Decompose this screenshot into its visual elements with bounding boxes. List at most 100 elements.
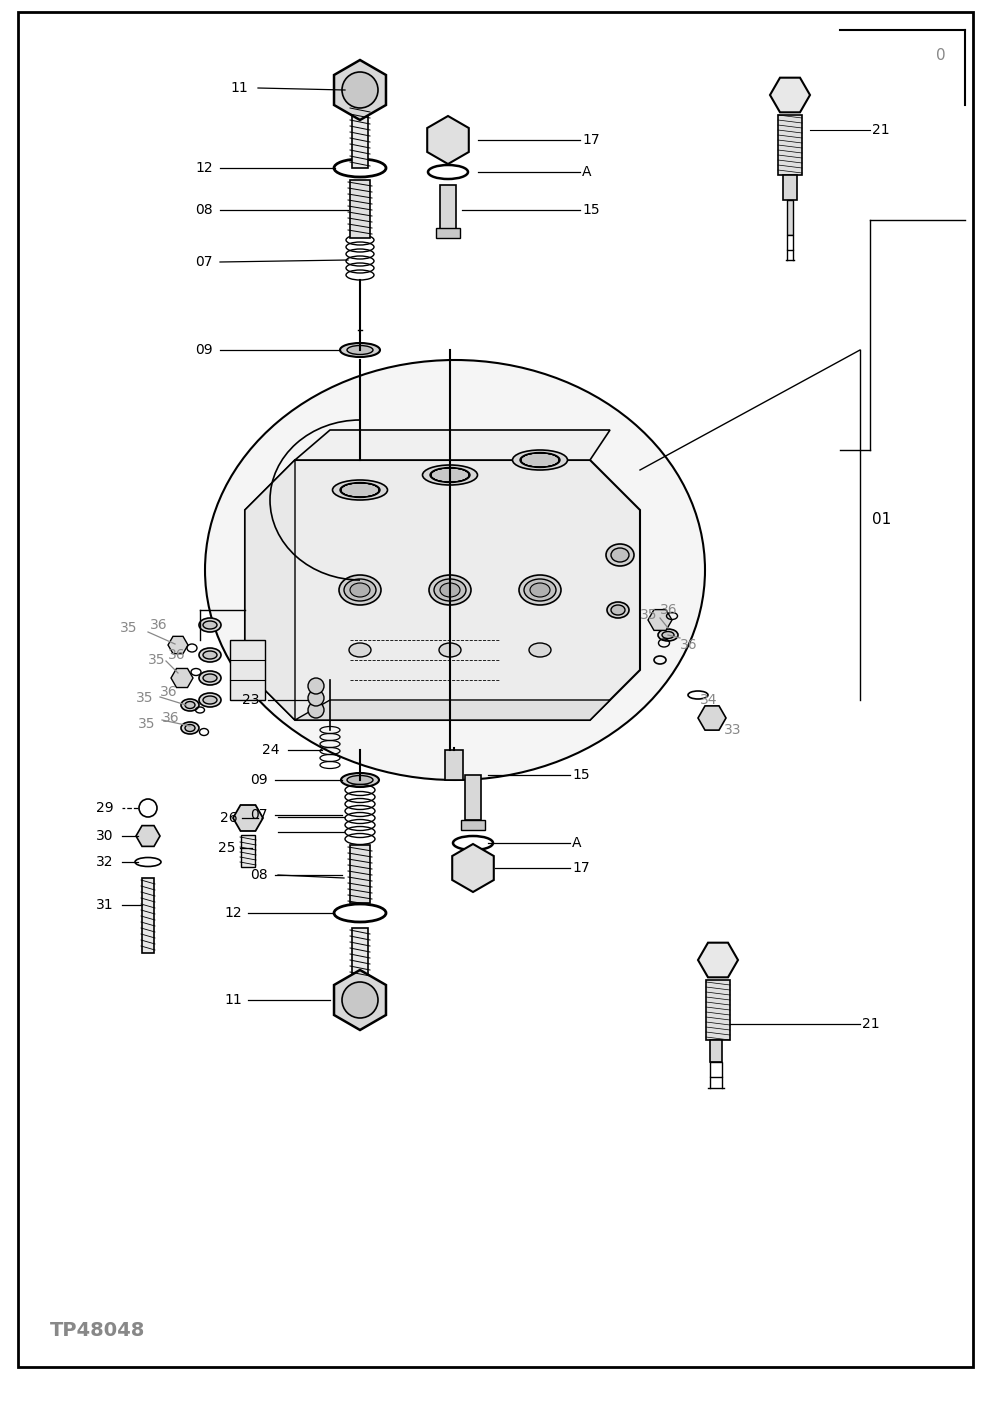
Text: 29: 29 bbox=[96, 802, 113, 814]
Text: 23: 23 bbox=[242, 694, 259, 708]
Bar bbox=[352, 105, 368, 168]
Ellipse shape bbox=[349, 643, 371, 657]
Polygon shape bbox=[452, 844, 494, 892]
Text: 25: 25 bbox=[218, 841, 236, 855]
Ellipse shape bbox=[203, 621, 217, 629]
Text: 21: 21 bbox=[872, 124, 890, 138]
Text: 33: 33 bbox=[724, 723, 742, 737]
Ellipse shape bbox=[340, 483, 380, 497]
Ellipse shape bbox=[530, 583, 550, 597]
Text: 11: 11 bbox=[230, 81, 248, 95]
Ellipse shape bbox=[434, 578, 466, 601]
Text: 11: 11 bbox=[224, 993, 242, 1007]
Polygon shape bbox=[136, 826, 160, 847]
Polygon shape bbox=[698, 942, 738, 977]
Text: 35: 35 bbox=[148, 653, 165, 667]
Circle shape bbox=[342, 72, 378, 108]
Ellipse shape bbox=[520, 452, 560, 468]
Ellipse shape bbox=[430, 468, 470, 483]
Text: A: A bbox=[582, 166, 591, 178]
Text: 36: 36 bbox=[168, 649, 186, 663]
Text: 12: 12 bbox=[195, 161, 213, 176]
Text: 09: 09 bbox=[250, 774, 267, 788]
Circle shape bbox=[342, 981, 378, 1018]
Ellipse shape bbox=[607, 602, 629, 618]
Polygon shape bbox=[334, 60, 386, 119]
Ellipse shape bbox=[199, 649, 221, 663]
Bar bbox=[440, 185, 456, 230]
Ellipse shape bbox=[205, 359, 705, 781]
Text: 17: 17 bbox=[582, 133, 599, 147]
Text: 34: 34 bbox=[700, 694, 718, 708]
Ellipse shape bbox=[662, 632, 674, 639]
Text: 17: 17 bbox=[572, 861, 589, 875]
Polygon shape bbox=[334, 970, 386, 1031]
Bar bbox=[230, 640, 265, 701]
Text: 35: 35 bbox=[138, 717, 155, 731]
Text: 35: 35 bbox=[120, 621, 137, 635]
Bar bbox=[783, 176, 797, 199]
Text: 24: 24 bbox=[262, 743, 279, 757]
Ellipse shape bbox=[350, 583, 370, 597]
Circle shape bbox=[308, 689, 324, 706]
Bar bbox=[352, 928, 368, 980]
Text: 30: 30 bbox=[96, 828, 113, 842]
Text: 31: 31 bbox=[96, 899, 113, 913]
Text: 0: 0 bbox=[936, 48, 945, 63]
Text: 35: 35 bbox=[136, 691, 153, 705]
Ellipse shape bbox=[199, 671, 221, 685]
Bar bbox=[350, 845, 370, 903]
Text: A: A bbox=[572, 835, 581, 849]
Ellipse shape bbox=[339, 576, 381, 605]
Text: 07: 07 bbox=[195, 256, 213, 270]
Ellipse shape bbox=[519, 576, 561, 605]
Polygon shape bbox=[427, 117, 469, 164]
Text: 07: 07 bbox=[250, 807, 267, 821]
Polygon shape bbox=[698, 706, 726, 730]
Ellipse shape bbox=[333, 480, 388, 500]
Polygon shape bbox=[295, 701, 610, 720]
Text: 26: 26 bbox=[220, 812, 238, 826]
Text: 12: 12 bbox=[224, 906, 242, 920]
Polygon shape bbox=[295, 430, 610, 461]
Bar bbox=[350, 180, 370, 239]
Bar bbox=[142, 878, 154, 953]
Ellipse shape bbox=[440, 583, 460, 597]
Bar bbox=[787, 234, 793, 250]
Text: 15: 15 bbox=[582, 204, 599, 218]
Bar bbox=[465, 775, 481, 820]
Ellipse shape bbox=[203, 674, 217, 682]
Ellipse shape bbox=[513, 451, 568, 470]
Bar bbox=[241, 835, 255, 868]
Circle shape bbox=[308, 702, 324, 717]
Ellipse shape bbox=[185, 702, 195, 709]
Bar bbox=[706, 980, 730, 1040]
Ellipse shape bbox=[529, 643, 551, 657]
Ellipse shape bbox=[344, 578, 376, 601]
Ellipse shape bbox=[340, 343, 380, 357]
Polygon shape bbox=[171, 668, 193, 688]
Ellipse shape bbox=[341, 774, 379, 788]
Ellipse shape bbox=[439, 643, 461, 657]
Ellipse shape bbox=[606, 543, 634, 566]
Text: 35: 35 bbox=[640, 608, 657, 622]
Ellipse shape bbox=[203, 696, 217, 703]
Ellipse shape bbox=[203, 651, 217, 658]
Ellipse shape bbox=[185, 724, 195, 731]
Ellipse shape bbox=[429, 576, 471, 605]
Ellipse shape bbox=[347, 345, 373, 354]
Ellipse shape bbox=[199, 618, 221, 632]
Ellipse shape bbox=[524, 578, 556, 601]
Ellipse shape bbox=[347, 775, 373, 785]
Ellipse shape bbox=[611, 548, 629, 562]
Bar bbox=[445, 750, 463, 781]
Text: 36: 36 bbox=[150, 618, 168, 632]
Bar bbox=[787, 199, 793, 234]
Text: 01: 01 bbox=[872, 512, 892, 528]
Circle shape bbox=[308, 678, 324, 694]
Ellipse shape bbox=[181, 722, 199, 734]
Text: 09: 09 bbox=[195, 343, 213, 357]
Text: 36: 36 bbox=[160, 685, 178, 699]
Text: 36: 36 bbox=[660, 602, 678, 616]
Polygon shape bbox=[168, 636, 188, 654]
